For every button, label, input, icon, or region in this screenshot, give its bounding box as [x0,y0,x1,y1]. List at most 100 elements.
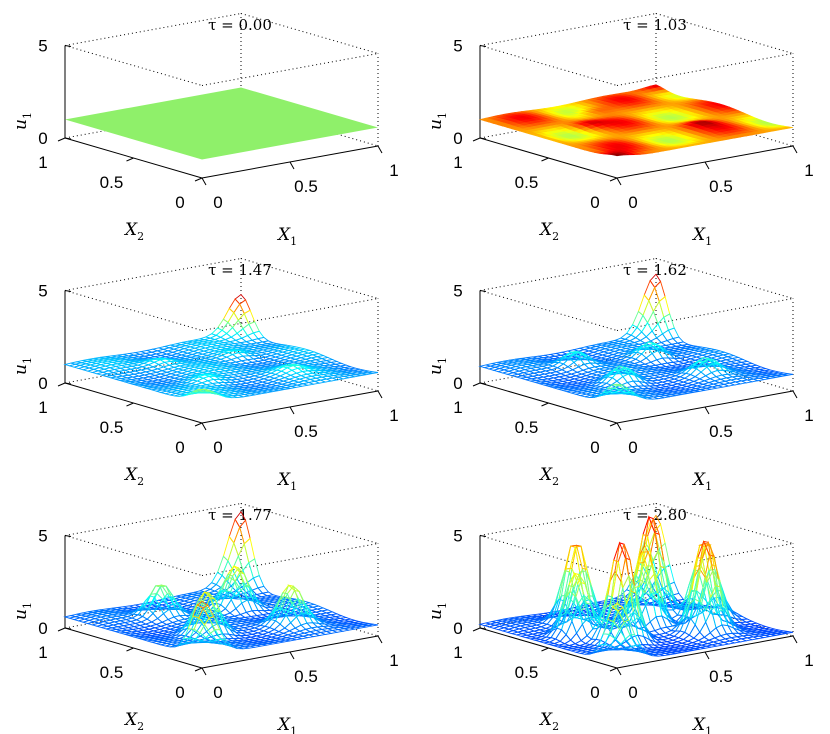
u1-axis-label: u1 [11,357,34,375]
x2-axis-label: X2 [123,220,144,243]
x1-tick-label: 1 [804,161,813,180]
box-gridline [479,45,618,86]
surface-patch [642,299,654,324]
surface-patch [135,615,149,623]
x2-axis-label: X2 [123,465,144,488]
surface-patch [639,357,652,365]
surface-patch [233,525,245,557]
box-gridline [201,298,379,331]
x1-tick [377,145,383,154]
box-gridline [479,535,618,576]
z-tick-label: 0 [453,129,462,148]
surface-patch [635,331,647,342]
x1-tick-label: 0 [213,193,222,212]
x2-axis-label: X2 [538,465,559,488]
surface-patch [616,375,629,386]
x1-tick-label: 0.5 [294,422,318,441]
x1-tick-label: 0 [628,193,637,212]
z-tick-label: 5 [453,282,462,301]
surface-patch [288,627,301,634]
x2-tick-label: 1 [453,643,462,662]
surface-patch [580,635,593,645]
z-tick [479,627,487,630]
surface-patch [576,623,588,642]
z-tick [479,290,487,292]
x1-axis-label: X1 [276,225,297,248]
x1-tick-label: 1 [389,651,398,670]
surface-patch [651,322,664,339]
surface-patch [612,383,623,386]
subplot-title: τ = 0.00 [208,16,272,34]
u1-axis-label: u1 [426,602,449,620]
x1-tick-label: 0.5 [294,177,318,196]
surface-patch [612,153,623,157]
surface-patch [230,332,243,341]
box-gridline [64,535,203,576]
surface-patch [571,366,584,373]
z-tick-label: 5 [453,37,462,56]
x1-axis-label: X1 [691,470,712,493]
x1-axis-label: X1 [276,470,297,493]
surface-patch [649,616,662,632]
surface-patch [570,632,582,645]
subplot-title: τ = 2.80 [623,506,687,524]
z-tick [479,535,487,537]
x2-tick [194,667,203,672]
z-tick [64,627,72,630]
x2-tick [126,402,134,407]
x2-tick-label: 0 [590,683,599,702]
surface-patch [648,286,660,313]
x1-tick [289,161,295,170]
x1-tick-label: 1 [389,161,398,180]
x2-axis-label: X2 [538,710,559,733]
x2-tick [609,422,618,427]
surface-patch [156,612,169,623]
x1-tick [201,177,207,186]
x2-tick-label: 1 [38,643,47,662]
z-tick-label: 0 [38,129,47,148]
u1-axis-label: u1 [426,357,449,375]
x1-tick-label: 0 [628,438,637,457]
x2-tick-label: 0 [590,193,599,212]
x2-tick [541,402,549,407]
surface-patch [225,326,238,338]
x2-tick [609,667,618,672]
surface-patch [567,361,580,371]
x2-tick [194,177,203,182]
z-tick [64,290,72,292]
x2-tick-label: 1 [453,153,462,172]
surface-patch [700,366,713,377]
surface-patch [699,621,711,638]
z-tick-label: 5 [38,37,47,56]
x2-tick [472,137,481,142]
x2-tick [57,627,66,632]
surface-patch [704,372,717,380]
surface-patch [146,612,159,623]
x2-tick [126,157,134,162]
z-tick [479,382,487,385]
z-tick-label: 0 [453,374,462,393]
x1-tick [289,406,295,415]
box-gridline [64,45,203,86]
surface-patch [285,369,298,376]
x1-tick-label: 0 [213,683,222,702]
z-tick-label: 0 [38,619,47,638]
x2-tick-label: 0 [175,193,184,212]
x1-axis-label: X1 [691,225,712,248]
box-gridline [201,53,379,86]
x1-tick [289,651,295,660]
x1-tick [792,145,798,154]
surface-patch [150,617,164,625]
surface-patch [237,312,250,330]
u1-axis-label: u1 [11,112,34,130]
surface-patch [236,327,249,339]
z-tick-label: 0 [38,374,47,393]
x2-tick [541,157,549,162]
x2-tick-label: 0.5 [515,663,539,682]
x2-tick-label: 0.5 [100,663,124,682]
x2-tick [57,382,66,387]
box-gridline [616,53,794,86]
